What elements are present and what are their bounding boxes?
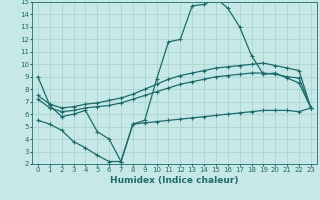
X-axis label: Humidex (Indice chaleur): Humidex (Indice chaleur) bbox=[110, 176, 239, 185]
